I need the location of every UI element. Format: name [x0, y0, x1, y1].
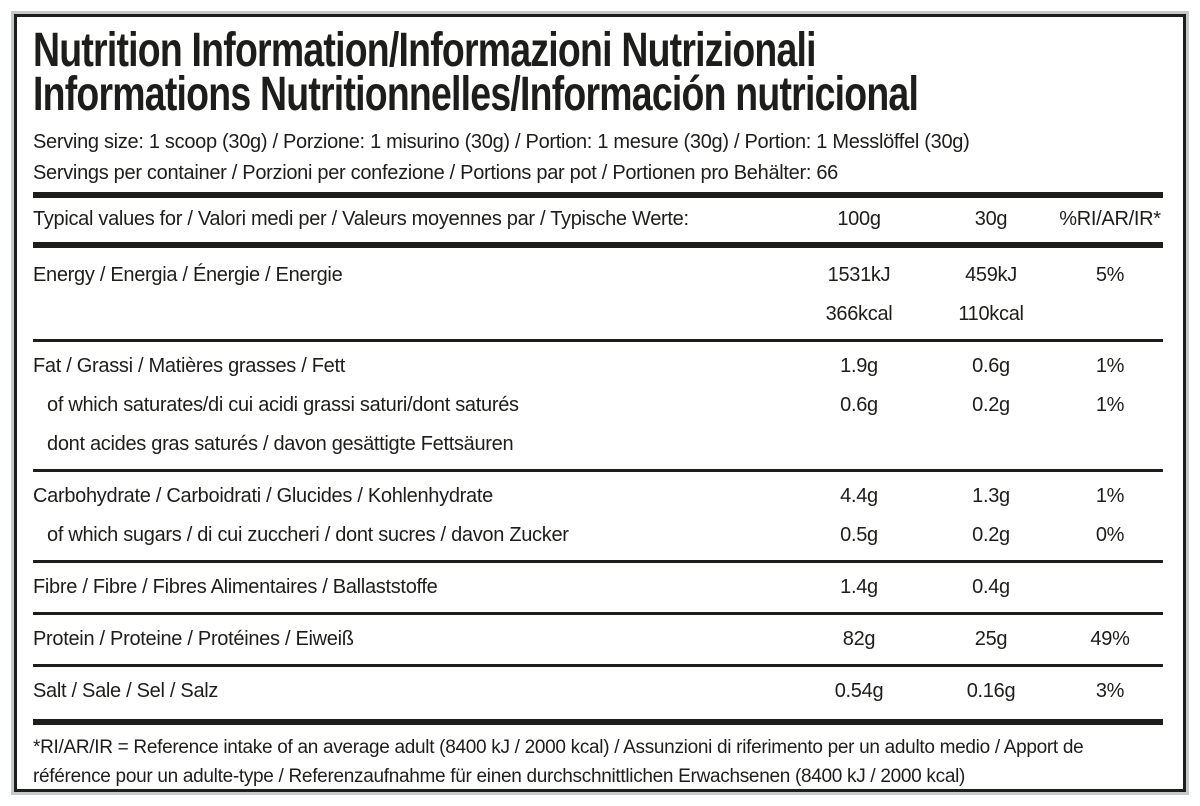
header-col-30g: 30g — [974, 208, 1008, 230]
nutrition-row-line: 366kcal 110kcal — [33, 295, 1163, 334]
title-line-1: Nutrition Information/Informazioni Nutri… — [33, 24, 817, 77]
nutrition-row-line: of which saturates/di cui acidi grassi s… — [33, 386, 1163, 425]
nutrition-row-line: dont acides gras saturés / davon gesätti… — [33, 425, 1163, 464]
value-per-100g: 0.54g — [834, 680, 884, 702]
nutrient-label: of which sugars / di cui zuccheri / dont… — [47, 524, 569, 546]
header-typical-values-label: Typical values for / Valori medi per / V… — [33, 208, 689, 230]
nutrition-row: Salt / Sale / Sel / Salz 0.54g 0.16g 3% — [33, 667, 1163, 716]
value-per-100g: 1.4g — [840, 576, 878, 598]
nutrient-label: of which saturates/di cui acidi grassi s… — [47, 394, 519, 416]
header-col-100g: 100g — [837, 208, 881, 230]
divider-thick-top — [33, 192, 1163, 198]
value-per-30g: 0.16g — [966, 680, 1016, 702]
value-per-30g: 0.6g — [972, 355, 1010, 377]
row-divider — [33, 612, 1163, 615]
nutrition-row-line: Carbohydrate / Carboidrati / Glucides / … — [33, 477, 1163, 516]
nutrient-label: Energy / Energia / Énergie / Energie — [33, 264, 343, 286]
nutrition-row-line: Fibre / Fibre / Fibres Alimentaires / Ba… — [33, 568, 1163, 607]
nutrition-row: Protein / Proteine / Protéines / Eiweiß 8… — [33, 615, 1163, 664]
nutrient-label: Protein / Proteine / Protéines / Eiweiß — [33, 628, 354, 650]
nutrition-row-line: Salt / Sale / Sel / Salz 0.54g 0.16g 3% — [33, 672, 1163, 711]
nutrition-rows: Energy / Energia / Énergie / Energie 1531… — [33, 251, 1163, 716]
nutrient-label: Salt / Sale / Sel / Salz — [33, 680, 219, 702]
value-per-30g: 0.4g — [972, 576, 1010, 598]
value-per-30g: 0.2g — [972, 524, 1010, 546]
value-per-30g: 0.2g — [972, 394, 1010, 416]
divider-thick-header-bottom — [33, 242, 1163, 248]
divider-thick-footnote — [33, 719, 1163, 725]
row-divider — [33, 664, 1163, 667]
value-ri-percent: 49% — [1090, 628, 1130, 650]
value-ri-percent: 1% — [1095, 394, 1125, 416]
nutrition-row: Fat / Grassi / Matières grasses / Fett 1.… — [33, 342, 1163, 469]
value-ri-percent: 1% — [1095, 355, 1125, 377]
value-ri-percent: 3% — [1095, 680, 1125, 702]
nutrition-row-line: Fat / Grassi / Matières grasses / Fett 1.… — [33, 347, 1163, 386]
row-divider — [33, 469, 1163, 472]
value-per-30g: 1.3g — [972, 485, 1010, 507]
nutrient-label: Fat / Grassi / Matières grasses / Fett — [33, 355, 346, 377]
nutrient-label: Fibre / Fibre / Fibres Alimentaires / Ba… — [33, 576, 438, 598]
serving-size-line: Serving size: 1 scoop (30g) / Porzione: … — [33, 131, 970, 153]
servings-per-container-line: Servings per container / Porzioni per co… — [33, 162, 839, 184]
value-ri-percent: 1% — [1095, 485, 1125, 507]
nutrient-label: Carbohydrate / Carboidrati / Glucides / … — [33, 485, 493, 507]
value-per-100g: 4.4g — [840, 485, 878, 507]
row-divider — [33, 560, 1163, 563]
nutrition-label: Nutrition Information/Informazioni Nutri… — [11, 11, 1189, 795]
value-per-100g: 82g — [842, 628, 876, 650]
nutrition-row: Fibre / Fibre / Fibres Alimentaires / Ba… — [33, 563, 1163, 612]
nutrition-row: Energy / Energia / Énergie / Energie 1531… — [33, 251, 1163, 339]
footnote: *RI/AR/IR = Reference intake of an avera… — [33, 737, 1084, 787]
value-ri-percent: 0% — [1095, 524, 1125, 546]
serving-info: Serving size: 1 scoop (30g) / Porzione: … — [33, 127, 1163, 189]
title-line-2: Informations Nutritionnelles/Información… — [33, 68, 919, 121]
value-per-100g: 366kcal — [825, 303, 893, 325]
nutrition-row-line: Protein / Proteine / Protéines / Eiweiß 8… — [33, 620, 1163, 659]
value-ri-percent: 5% — [1095, 264, 1125, 286]
value-per-30g: 459kJ — [965, 264, 1017, 286]
value-per-30g: 110kcal — [958, 303, 1024, 325]
nutrition-row-line: Energy / Energia / Énergie / Energie 1531… — [33, 256, 1163, 295]
row-divider — [33, 339, 1163, 342]
value-per-100g: 1531kJ — [827, 264, 891, 286]
nutrient-label: dont acides gras saturés / davon gesätti… — [47, 433, 514, 455]
table-header-row: Typical values for / Valori medi per / V… — [33, 201, 1163, 239]
value-per-100g: 0.5g — [840, 524, 878, 546]
value-per-100g: 1.9g — [840, 355, 878, 377]
nutrition-row-line: of which sugars / di cui zuccheri / dont… — [33, 516, 1163, 555]
value-per-100g: 0.6g — [840, 394, 878, 416]
label-title: Nutrition Information/Informazioni Nutri… — [33, 24, 1163, 121]
header-col-ri: %RI/AR/IR* — [1059, 208, 1161, 230]
value-per-30g: 25g — [974, 628, 1008, 650]
nutrition-row: Carbohydrate / Carboidrati / Glucides / … — [33, 472, 1163, 560]
